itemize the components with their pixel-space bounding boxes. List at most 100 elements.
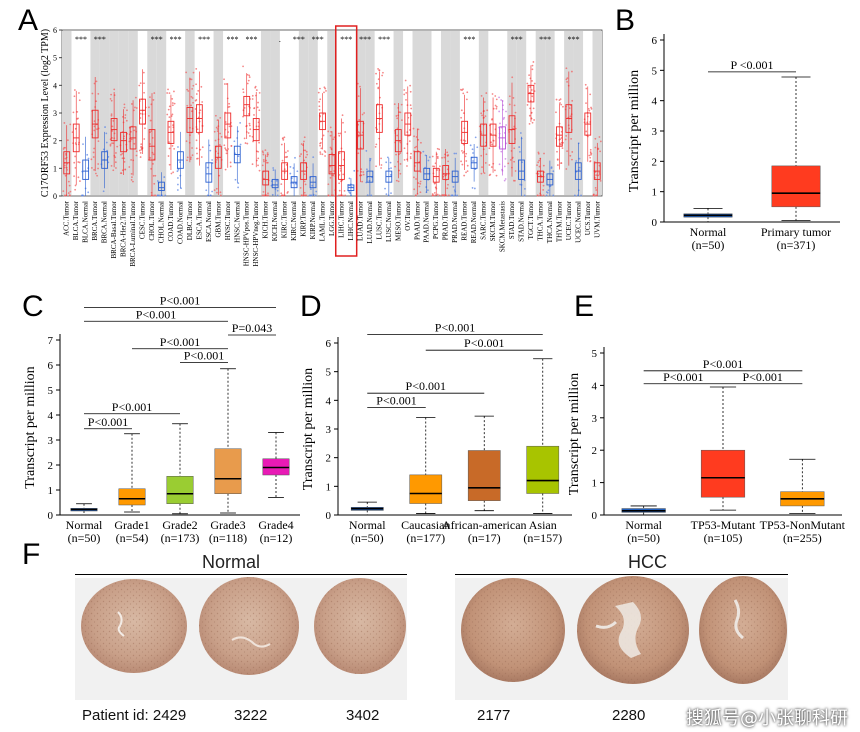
panel-a-point: [206, 166, 209, 169]
panel-a-point: [248, 76, 251, 79]
panel-a-point: [377, 67, 379, 70]
panel-a-point: [228, 102, 231, 105]
panel-a-xlabel: CESC.Tumor: [139, 200, 147, 239]
panel-a-point: [123, 103, 126, 106]
panel-a-point: [112, 169, 115, 172]
group-n: (n=50): [627, 531, 660, 545]
panel-a-point: [397, 180, 400, 183]
panel-a-xlabel: LUAD.Tumor: [356, 200, 364, 241]
panel-a-point: [300, 143, 303, 145]
panel-a-point: [267, 192, 269, 195]
panel-a-band: [450, 31, 460, 195]
panel-a-sig: ***: [293, 35, 305, 44]
panel-a-box: [205, 162, 213, 183]
panel-a-point: [485, 92, 488, 94]
panel-a-point: [237, 130, 239, 133]
panel-a-highlight: [334, 25, 358, 257]
group-n: (n=157): [523, 531, 562, 545]
panel-a-point: [484, 115, 487, 118]
panel-a-point: [584, 83, 587, 86]
panel-a-xlabel: UCS.Tumor: [584, 200, 592, 235]
panel-a-point: [150, 167, 153, 170]
panel-a-point: [585, 102, 587, 104]
panel-a-point: [213, 189, 216, 192]
panel-a-point: [555, 98, 558, 101]
panel-a-point: [545, 194, 548, 197]
panel-a-point: [205, 189, 208, 192]
panel-a-point: [258, 92, 261, 94]
panel-a-point: [444, 153, 446, 156]
panel-a-point: [594, 186, 597, 189]
panel-a-point: [87, 157, 90, 160]
panel-a-point: [462, 112, 465, 115]
panel-a-point: [377, 86, 380, 89]
panel-e-ytick-label: 3: [592, 413, 598, 425]
panel-a-point: [432, 165, 434, 168]
panel-a-point: [562, 105, 564, 108]
panel-a-point: [495, 105, 498, 108]
panel-a-point: [327, 183, 330, 186]
panel-a-point: [95, 100, 98, 103]
panel-a-point: [512, 127, 515, 130]
panel-a-band: [260, 31, 271, 195]
panel-a-point: [114, 161, 117, 164]
panel-a-point: [249, 135, 251, 137]
panel-a-point: [338, 182, 341, 185]
panel-a-point: [526, 104, 529, 106]
panel-a-point: [246, 82, 249, 85]
panel-a-xlabel: READ.Normal: [470, 201, 478, 243]
ihc-core-normal-1: [81, 579, 187, 673]
panel-a-point: [494, 95, 497, 97]
panel-a-point: [471, 187, 474, 189]
panel-a-point: [348, 177, 351, 180]
panel-a-point: [223, 144, 226, 147]
panel-a-point: [466, 91, 469, 94]
panel-a-point: [589, 148, 592, 151]
panel-a-point: [344, 131, 347, 133]
panel-a-point: [518, 146, 521, 148]
panel-a-point: [398, 111, 401, 114]
panel-a-point: [471, 148, 474, 151]
panel-a-point: [542, 184, 545, 187]
panel-a-point: [453, 152, 456, 155]
panel-a-point: [329, 176, 332, 179]
panel-a-point: [64, 146, 66, 149]
panel-a-point: [485, 153, 488, 156]
panel-a-xlabel: HNSC-HPVpos.Tumor: [243, 200, 251, 266]
panel-a-point: [565, 135, 568, 137]
panel-a-point: [130, 159, 133, 161]
panel-a-point: [138, 84, 141, 87]
panel-a-point: [343, 189, 346, 192]
panel-a-point: [403, 147, 406, 150]
panel-a-point: [568, 107, 571, 110]
panel-a-box: [224, 112, 232, 139]
panel-a-point: [438, 148, 441, 151]
panel-a-point: [110, 114, 113, 117]
panel-a-point: [357, 135, 360, 138]
panel-a-point: [327, 130, 330, 133]
panel-a-xlabel: PAAD.Tumor: [413, 200, 421, 240]
panel-e-ytick-label: 1: [592, 478, 598, 490]
panel-a-point: [339, 169, 342, 172]
panel-a-point: [134, 106, 136, 109]
panel-a-point: [395, 153, 397, 156]
panel-a-point: [131, 176, 133, 179]
panel-a-point: [105, 132, 108, 135]
panel-a-point: [552, 194, 555, 197]
panel-a-point: [358, 119, 361, 121]
panel-a-point: [294, 182, 297, 185]
panel-a-point: [186, 156, 189, 159]
panel-a-xlabel: CHOL.Tumor: [148, 200, 156, 240]
panel-a-sig: ***: [539, 35, 551, 44]
panel-a-point: [446, 154, 449, 157]
panel-a-point: [186, 88, 189, 91]
panel-a-point: [461, 151, 464, 154]
panel-a-point: [244, 142, 247, 144]
panel-a-point: [476, 146, 479, 149]
panel-d-ylabel: Transcript per million: [301, 368, 316, 490]
panel-a-point: [488, 147, 491, 150]
panel-a-point: [166, 113, 169, 116]
panel-b-ylabel: Transcript per million: [627, 70, 642, 192]
panel-a-point: [206, 194, 209, 197]
panel-a-point: [234, 178, 237, 181]
